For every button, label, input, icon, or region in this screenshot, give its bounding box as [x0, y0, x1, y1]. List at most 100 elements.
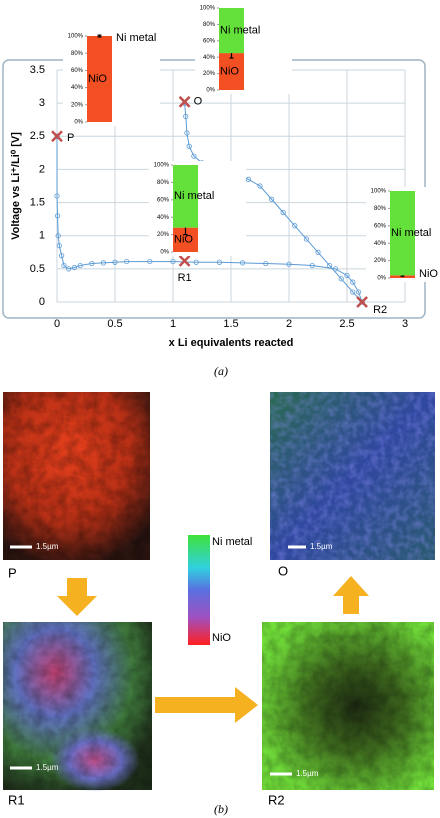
inset-chart: 0% 20% 40% 60% 80% 100% NiO Ni metal: [366, 187, 440, 282]
y-tick-label: 60%: [203, 38, 216, 44]
y-tick-label: 0%: [160, 250, 169, 256]
y-tick-label: 100%: [200, 6, 216, 12]
panel-o: 1.5µm O: [270, 392, 435, 578]
data-point: [315, 249, 321, 255]
series-label: NiO: [419, 268, 438, 280]
image-texture: [3, 392, 150, 560]
data-point: [54, 193, 60, 199]
data-point: [71, 264, 78, 271]
series-label: NiO: [174, 234, 193, 246]
series-label: Ni metal: [116, 32, 156, 44]
y-tick-label: 3.5: [30, 64, 45, 76]
scale-label: 1.5µm: [310, 542, 333, 551]
panel-p: 1.5µm P: [3, 392, 150, 580]
data-point: [183, 113, 189, 120]
colorbar: [188, 535, 210, 645]
data-point: [77, 262, 83, 269]
y-tick-label: 0%: [377, 276, 386, 282]
y-tick-label: 80%: [203, 22, 216, 28]
bar-segment: [219, 53, 244, 90]
y-tick-label: 1.5: [30, 196, 45, 208]
series-label: NiO: [220, 65, 239, 77]
y-tick-label: 60%: [71, 68, 84, 74]
y-tick-label: 20%: [374, 258, 387, 264]
data-point: [89, 260, 95, 267]
y-tick-label: 0%: [74, 120, 83, 126]
error-bar: [97, 34, 102, 38]
arrow-right: [155, 687, 258, 723]
data-point: [350, 289, 356, 295]
y-tick-label: 40%: [203, 55, 216, 61]
panel-r1: 1.5µm R1: [3, 622, 152, 807]
data-point: [184, 130, 190, 136]
state-marker: [178, 255, 191, 267]
y-tick-label: 100%: [371, 189, 387, 195]
arrow-down: [57, 578, 97, 616]
x-tick-label: 0.5: [107, 318, 122, 330]
y-tick-label: 60%: [374, 223, 387, 229]
scale-label: 1.5µm: [36, 542, 59, 551]
x-tick-label: 1.5: [223, 318, 238, 330]
y-tick-label: 20%: [203, 71, 216, 77]
y-tick-label: 0.5: [30, 263, 45, 275]
data-point: [100, 260, 107, 266]
inset-chart: 0% 20% 40% 60% 80% 100% NiO Ni metal: [195, 4, 292, 94]
bar-segment: [219, 8, 244, 54]
y-tick-label: 2: [39, 163, 45, 175]
panel-label: P: [8, 565, 17, 580]
x-tick-label: 2.5: [339, 318, 354, 330]
data-point: [359, 299, 365, 305]
data-point: [216, 259, 222, 265]
data-point: [54, 133, 60, 139]
y-tick-label: 0%: [206, 88, 215, 94]
y-tick-label: 0: [39, 296, 45, 308]
data-point: [257, 183, 263, 189]
panel-r2: 1.5µm R2: [262, 622, 434, 807]
data-point: [280, 209, 286, 216]
y-tick-label: 80%: [374, 206, 387, 212]
data-point: [303, 236, 309, 242]
bar-segment: [173, 165, 198, 228]
series-label: NiO: [88, 73, 107, 85]
colorbar-bottom-label: NiO: [212, 632, 231, 644]
data-point: [350, 279, 356, 285]
data-point: [338, 276, 344, 282]
caption: (b): [214, 802, 228, 816]
y-tick-label: 40%: [157, 215, 170, 221]
y-tick-label: 20%: [71, 102, 84, 108]
data-point: [54, 213, 61, 219]
panel-label: R1: [8, 792, 25, 807]
y-tick-label: 80%: [157, 180, 170, 186]
data-point: [344, 272, 350, 279]
x-tick-label: 0: [54, 318, 60, 330]
y-tick-label: 1: [39, 230, 45, 242]
x-axis-title: x Li equivalents reacted: [169, 337, 294, 349]
data-point: [191, 153, 197, 159]
data-point: [245, 176, 251, 182]
y-tick-label: 60%: [157, 197, 170, 203]
y-tick-label: 40%: [374, 241, 387, 247]
series-label: Ni metal: [220, 24, 260, 36]
data-point: [355, 289, 362, 295]
y-tick-label: 3: [39, 97, 45, 109]
x-tick-label: 1: [170, 318, 176, 330]
y-tick-label: 40%: [71, 85, 84, 91]
data-point: [61, 262, 67, 269]
image-texture: [262, 622, 434, 790]
data-point: [286, 261, 292, 267]
panel-label: O: [278, 563, 288, 578]
state-label: O: [194, 96, 203, 108]
bar-segment: [87, 36, 112, 122]
data-point: [326, 262, 333, 269]
data-point: [263, 260, 269, 267]
bar-segment: [390, 191, 415, 276]
plot: 0 0.5 1 1.5 2 2.5 3 3.5 0 0.5 1 1.5 2 2.5 3 x Li equiva…: [10, 4, 440, 349]
image-texture: [270, 392, 435, 560]
state-label: R2: [373, 304, 387, 316]
data-point: [292, 223, 298, 229]
state-marker: [178, 95, 191, 108]
caption: (a): [214, 364, 228, 378]
x-tick-label: 2: [286, 318, 292, 330]
data-point: [66, 266, 72, 272]
